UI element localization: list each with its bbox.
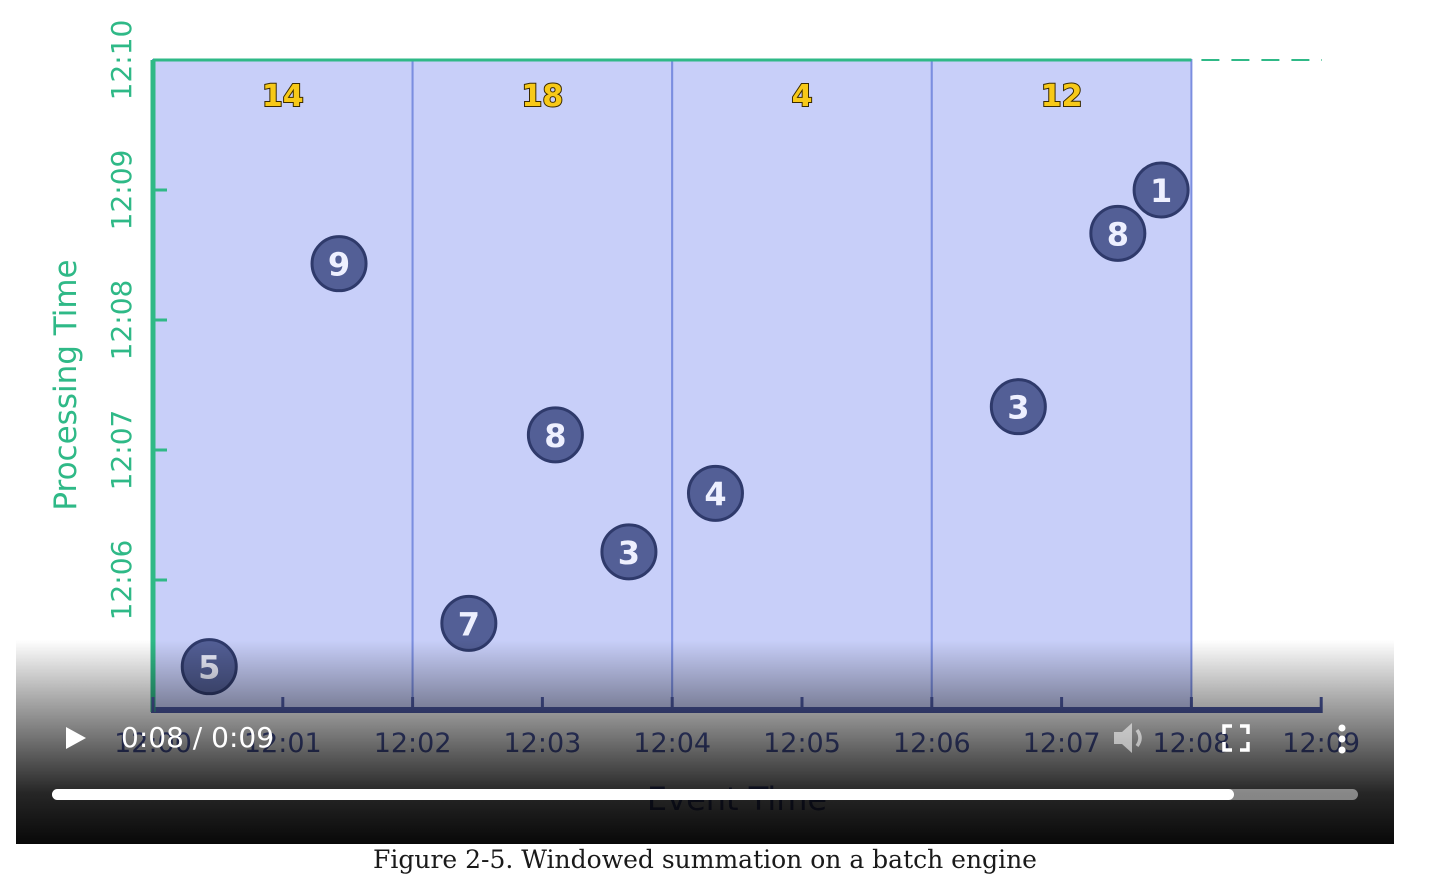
y-tick-label: 12:06 — [105, 540, 138, 621]
fullscreen-icon — [1222, 724, 1250, 752]
play-button[interactable] — [56, 718, 96, 758]
data-point-value: 7 — [458, 605, 480, 643]
window-rect — [930, 59, 1193, 711]
window-sum-label: 4 — [792, 79, 813, 114]
data-point-value: 1 — [1150, 172, 1172, 210]
y-tick-label: 12:10 — [105, 20, 138, 101]
duration: 0:09 — [211, 721, 275, 754]
data-point — [1132, 161, 1190, 219]
play-icon — [66, 727, 86, 749]
data-point — [686, 464, 744, 522]
volume-icon — [1114, 723, 1142, 753]
data-point — [1089, 204, 1147, 262]
time-readout: 0:08 / 0:09 — [121, 720, 274, 756]
data-point-value: 4 — [704, 475, 726, 513]
current-time: 0:08 — [121, 721, 184, 754]
time-separator: / — [192, 721, 203, 754]
data-point-value: 8 — [544, 417, 566, 455]
more-vertical-icon — [1338, 724, 1346, 754]
progress-bar[interactable] — [52, 789, 1358, 800]
data-point — [989, 378, 1047, 436]
window-sum-label: 18 — [522, 79, 564, 114]
data-point — [600, 523, 658, 581]
fullscreen-button[interactable] — [1216, 718, 1256, 758]
y-tick-label: 12:07 — [105, 410, 138, 491]
volume-button[interactable] — [1110, 718, 1150, 758]
figure-caption: Figure 2-5. Windowed summation on a batc… — [373, 845, 1037, 874]
y-tick-label: 12:08 — [105, 280, 138, 361]
data-point — [526, 406, 584, 464]
y-tick-label: 12:09 — [105, 150, 138, 231]
window-sum-label: 14 — [262, 79, 304, 114]
data-point-value: 8 — [1107, 215, 1129, 253]
controls-overlay — [16, 640, 1394, 844]
data-point — [310, 235, 368, 293]
window-rect — [671, 59, 933, 711]
progress-fill — [52, 789, 1234, 800]
window-sum-label: 12 — [1041, 79, 1083, 114]
data-point-value: 3 — [618, 534, 640, 572]
window-rect — [152, 59, 414, 711]
data-point-value: 9 — [328, 246, 350, 284]
y-axis-title: Processing Time — [48, 259, 84, 510]
more-options-button[interactable] — [1328, 718, 1356, 758]
data-point-value: 3 — [1007, 389, 1029, 427]
